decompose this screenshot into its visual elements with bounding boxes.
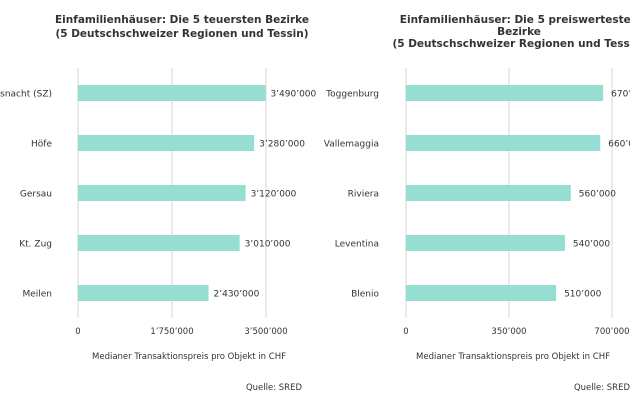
x-tick-label: 3’500’000 bbox=[244, 327, 287, 337]
bar bbox=[406, 285, 557, 301]
category-label: Riviera bbox=[348, 190, 379, 200]
x-tick-label: 0 bbox=[75, 327, 80, 337]
chart-cheapest-districts: Einfamilienhäuser: Die 5 preiswertestenB… bbox=[324, 14, 630, 393]
value-label: 3’120’000 bbox=[251, 190, 297, 200]
source-note: Quelle: SRED bbox=[574, 383, 630, 393]
value-label: 3’010’000 bbox=[245, 240, 291, 250]
bar bbox=[78, 235, 240, 251]
chart-title-line: Bezirke bbox=[497, 26, 541, 38]
bar bbox=[78, 85, 266, 101]
category-label: Blenio bbox=[351, 290, 379, 300]
category-label: Küsnacht (SZ) bbox=[0, 90, 52, 100]
chart-title-line: (5 Deutschschweizer Regionen und Tessin) bbox=[55, 28, 308, 40]
value-label: 3’280’000 bbox=[259, 140, 305, 150]
category-label: Gersau bbox=[20, 190, 52, 200]
category-label: Höfe bbox=[31, 140, 52, 150]
value-label: 560’000 bbox=[579, 190, 616, 200]
bar bbox=[406, 235, 565, 251]
value-label: 2’430’000 bbox=[214, 290, 260, 300]
chart-title-line: (5 Deutschschweizer Regionen und Tessin) bbox=[392, 38, 630, 50]
category-label: Kt. Zug bbox=[19, 240, 52, 250]
value-label: 510’000 bbox=[564, 290, 601, 300]
value-label: 3’490’000 bbox=[270, 90, 316, 100]
x-tick-label: 0 bbox=[403, 327, 408, 337]
x-axis-label: Medianer Transaktionspreis pro Objekt in… bbox=[416, 352, 610, 362]
bar bbox=[78, 135, 255, 151]
value-label: 660’000 bbox=[608, 140, 630, 150]
x-axis-label: Medianer Transaktionspreis pro Objekt in… bbox=[92, 352, 286, 362]
bar bbox=[78, 185, 246, 201]
bar bbox=[406, 135, 601, 151]
value-label: 540’000 bbox=[573, 240, 610, 250]
x-tick-label: 700’000 bbox=[594, 327, 629, 337]
category-label: Meilen bbox=[22, 290, 52, 300]
value-label: 670’000 bbox=[611, 90, 630, 100]
x-tick-label: 1’750’000 bbox=[150, 327, 193, 337]
category-label: Leventina bbox=[335, 240, 379, 250]
category-label: Toggenburg bbox=[325, 90, 379, 100]
bar bbox=[78, 285, 209, 301]
chart-title-line: Einfamilienhäuser: Die 5 preiswertesten bbox=[400, 14, 630, 26]
bar bbox=[406, 85, 604, 101]
chart-title-line: Einfamilienhäuser: Die 5 teuersten Bezir… bbox=[55, 14, 309, 26]
category-label: Vallemaggia bbox=[324, 140, 379, 150]
source-note: Quelle: SRED bbox=[246, 383, 302, 393]
chart-expensive-districts: Einfamilienhäuser: Die 5 teuersten Bezir… bbox=[0, 14, 317, 393]
bar bbox=[406, 185, 571, 201]
x-tick-label: 350’000 bbox=[491, 327, 526, 337]
